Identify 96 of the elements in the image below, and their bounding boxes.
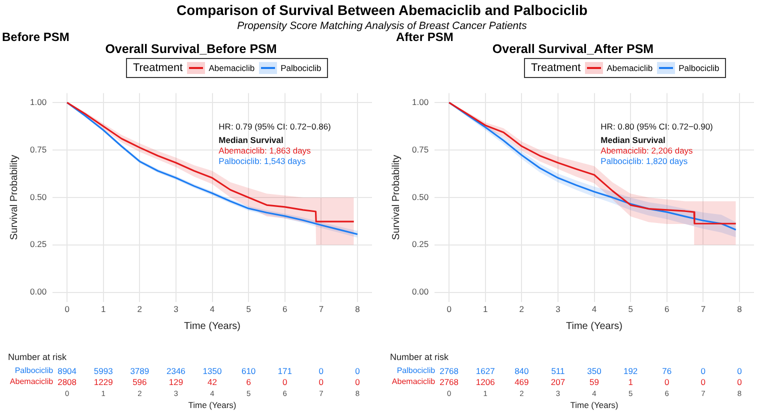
text: 0 [282,377,288,387]
text: Time (Years) [569,400,620,410]
text: 1 [627,377,634,387]
text: 350 [586,366,602,376]
chart-subtitle: Before PSM [2,30,70,44]
text: 0 [318,366,325,376]
annotation: Median Survival [600,134,666,145]
x-tick-label: 8 [737,304,742,314]
legend-label: Palbociclib [280,63,322,73]
text: 1350 [202,366,223,376]
text: 2346 [166,366,186,376]
chart-title: Overall Survival_Before PSM [105,42,277,56]
text: 511 [550,366,566,376]
text: 129 [168,377,184,387]
y-tick-label: 1.00 [412,96,429,107]
text: 2768 [440,377,459,387]
x-axis-title: Time (Years) [184,320,241,332]
x-tick-label: 8 [355,304,360,314]
text: 1229 [92,377,114,387]
chart-title: Overall Survival_After PSM [492,42,654,56]
x-tick-label: 1 [483,304,488,314]
x-tick-label: 5 [628,304,634,314]
x-tick-label: 1 [101,304,106,314]
annotation: Abemaciclib: 1,863 days [218,145,311,156]
text: 2768 [440,366,459,376]
x-tick-label: 7 [318,304,324,314]
annotation: HR: 0.80 (95% CI: 0.72−0.90) [600,121,714,132]
text: 3789 [129,366,150,376]
legend-title: Treatment [531,62,581,74]
text: 0 [736,366,743,376]
text: Abemaciclib [390,377,436,386]
text: 171 [276,366,293,376]
text: Number at risk [390,352,449,362]
text: 76 [661,366,673,376]
y-axis-title: Survival Probability [390,154,402,240]
y-tick-label: 0.50 [412,192,429,202]
x-tick-label: 2 [519,304,524,314]
text: 6 [245,377,252,387]
text: 207 [550,377,566,387]
text: 0 [700,366,707,376]
text: 59 [588,377,600,387]
x-tick-label: 0 [64,304,70,314]
text: 5993 [92,366,114,376]
y-tick-label: 0.00 [30,286,47,297]
text: 469 [514,377,530,387]
text: 0 [700,377,707,387]
x-tick-label: 4 [210,304,215,314]
text: Palbociclib [14,366,54,375]
annotation: Palbociclib: 1,543 days [218,156,306,166]
x-tick-label: 0 [446,304,452,314]
y-tick-label: 0.75 [30,144,47,154]
x-tick-label: 5 [246,304,252,314]
text: 596 [132,377,148,387]
legend-label: Palbociclib [678,63,720,73]
text: 840 [514,366,530,376]
text: 0 [354,377,361,387]
y-tick-label: 0.75 [412,144,429,154]
text: 8904 [58,366,77,376]
chart-subtitle: After PSM [396,30,454,44]
y-tick-label: 0.25 [412,239,429,250]
text: Propensity Score Matching Analysis of Breast Cancer Patients [237,20,527,32]
text: Comparison of Survival Between Abemaciclib and Palbociclib [175,2,589,18]
annotation: Palbociclib: 1,820 days [600,156,688,166]
text: Time (Years) [187,400,238,410]
x-tick-label: 6 [282,304,288,314]
x-tick-label: 2 [137,304,142,314]
text: 0 [664,377,670,387]
text: 192 [622,366,639,376]
x-tick-label: 4 [592,304,597,314]
x-tick-label: 6 [664,304,670,314]
text: 2808 [58,377,77,387]
text: 1206 [474,377,496,387]
y-tick-label: 1.00 [30,96,47,107]
text: Palbociclib [396,366,436,375]
x-tick-label: 3 [556,304,561,314]
x-tick-label: 3 [174,304,179,314]
legend-label: Abemaciclib [606,63,653,73]
y-axis-title: Survival Probability [8,154,20,240]
legend-title: Treatment [133,62,183,74]
text: 42 [206,377,218,387]
text: 0 [318,377,325,387]
y-tick-label: 0.25 [30,239,47,250]
y-tick-label: 0.50 [30,192,47,202]
x-axis-title: Time (Years) [566,320,623,332]
annotation: Abemaciclib: 2,206 days [600,145,693,156]
text: 610 [240,366,257,376]
annotation: HR: 0.79 (95% CI: 0.72−0.86) [218,121,332,132]
text: Abemaciclib [8,377,54,386]
annotation: Median Survival [218,134,284,145]
legend-label: Abemaciclib [208,63,255,73]
text: 1627 [474,366,496,376]
text: Number at risk [8,352,67,362]
y-tick-label: 0.00 [412,286,429,297]
x-tick-label: 7 [700,304,706,314]
text: 0 [354,366,361,376]
text: 0 [736,377,743,387]
